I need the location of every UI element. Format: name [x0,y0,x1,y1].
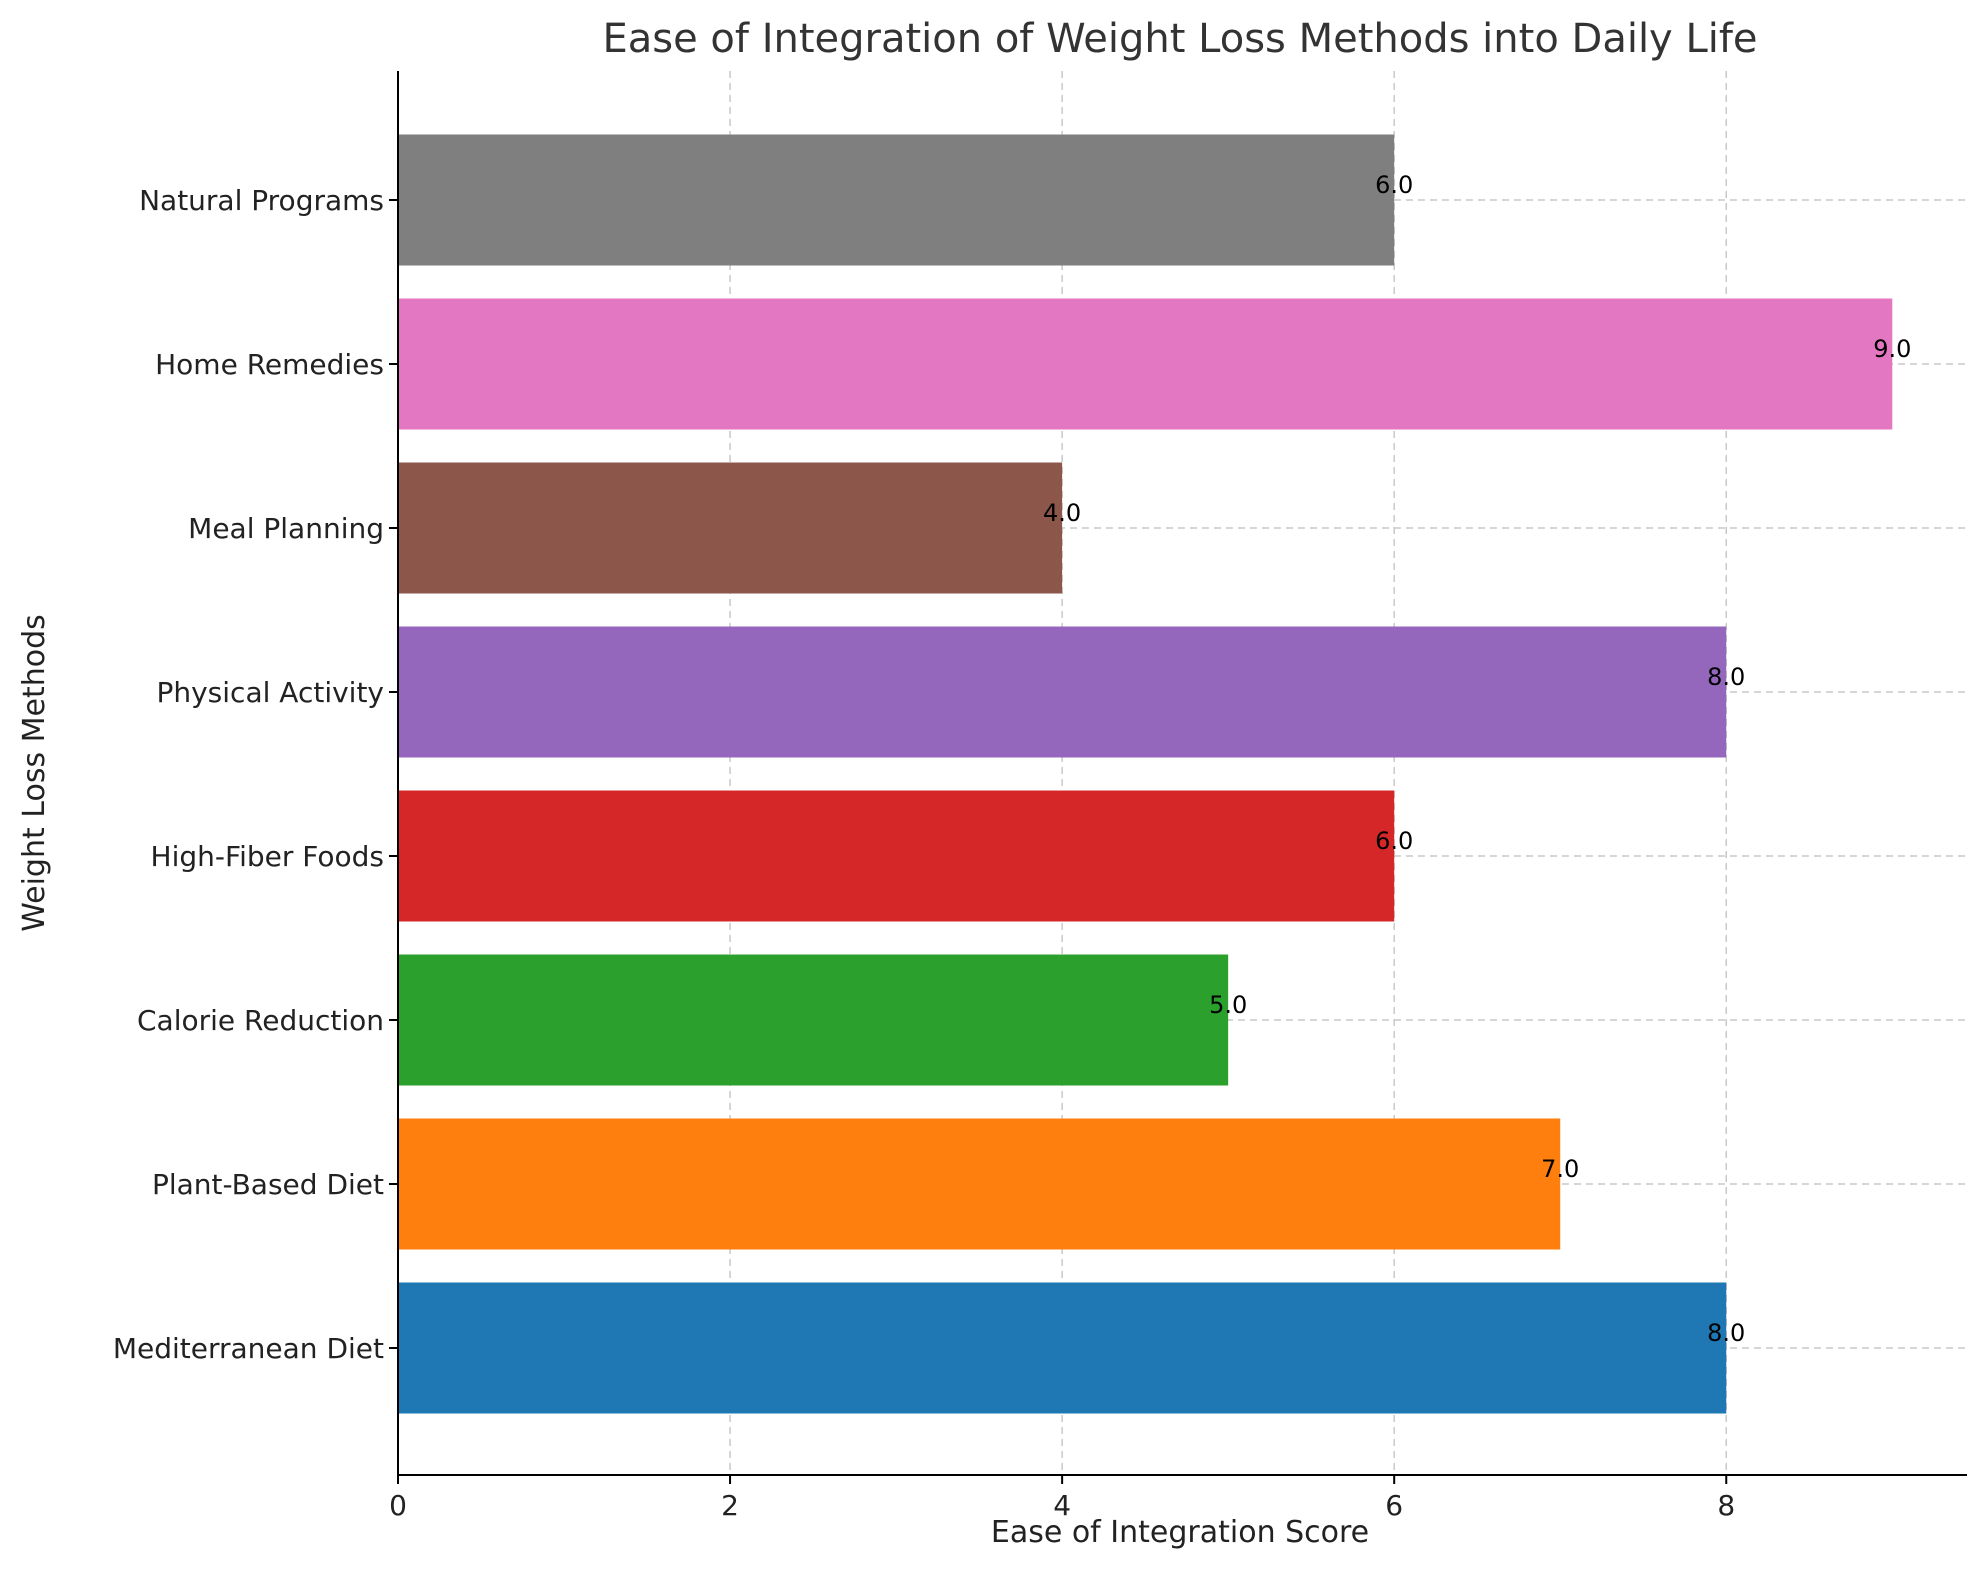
y-axis-ticks: Mediterranean Diet Plant-Based Diet Calori… [113,184,398,1365]
y-tick-label: Natural Programs [139,184,384,217]
data-label: 7.0 [1541,1155,1579,1183]
y-tick-label: High-Fiber Foods [151,840,384,873]
axes [397,71,1967,1476]
bar [398,298,1893,430]
y-tick-label: Physical Activity [156,676,384,709]
bar [398,1282,1727,1414]
chart-title: Ease of Integration of Weight Loss Metho… [602,16,1757,62]
bar [398,1118,1561,1250]
bar [398,954,1229,1086]
bar [398,626,1727,758]
x-axis-ticks: 0 2 4 6 8 [389,1475,1735,1522]
data-label: 6.0 [1375,171,1413,199]
y-tick-label: Calorie Reduction [137,1004,384,1037]
x-tick-label: 6 [1385,1489,1403,1522]
x-tick-label: 4 [1053,1489,1071,1522]
bar [398,462,1063,594]
y-tick-label: Meal Planning [188,512,384,545]
y-tick-label: Mediterranean Diet [113,1332,384,1365]
y-tick-label: Home Remedies [155,348,384,381]
data-label: 8.0 [1707,1319,1745,1347]
y-tick-label: Plant-Based Diet [152,1168,384,1201]
data-label: 9.0 [1873,335,1911,363]
x-tick-label: 0 [389,1489,407,1522]
data-label: 5.0 [1209,991,1247,1019]
data-label: 6.0 [1375,827,1413,855]
x-axis-title: Ease of Integration Score [991,1515,1369,1550]
bars [398,134,1893,1414]
bar [398,790,1395,922]
data-label: 8.0 [1707,663,1745,691]
x-tick-label: 2 [721,1489,739,1522]
bar [398,134,1395,266]
data-label: 4.0 [1043,499,1081,527]
data-labels: 8.0 7.0 5.0 6.0 8.0 4.0 9.0 6.0 [1043,171,1911,1347]
x-tick-label: 8 [1717,1489,1735,1522]
y-axis-title: Weight Loss Methods [17,614,52,932]
